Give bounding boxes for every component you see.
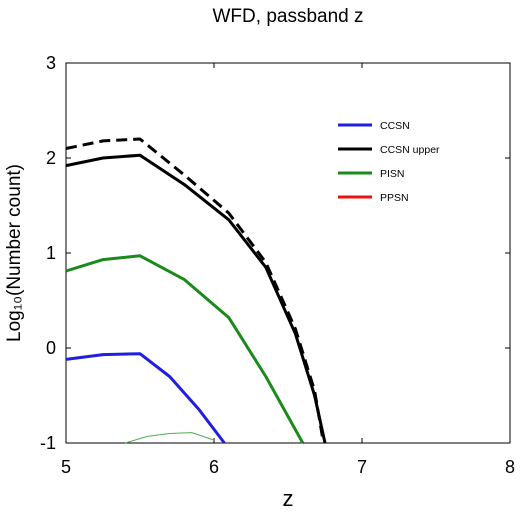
legend-label: CCSN upper [380,144,440,156]
y-tick-label: 0 [46,338,56,358]
legend-label: CCSN [380,120,410,132]
x-axis-label: z [283,486,294,511]
x-tick-label: 6 [209,457,219,477]
series-line-4 [125,432,215,444]
series-line-2 [65,137,325,444]
chart-title: WFD, passband z [213,6,364,27]
y-tick-label: 3 [46,53,56,73]
series-line-3 [65,254,305,444]
series-lines [65,137,327,444]
plot-area-frame [65,62,511,444]
y-tick-label: 2 [46,148,56,168]
y-axis-label: Log₁₀(Number count) [4,164,25,342]
series-line-1 [65,153,327,444]
x-tick-label: 7 [357,457,367,477]
x-tick-label: 5 [61,457,71,477]
y-tick-label: 1 [46,243,56,263]
y-tick-label: -1 [40,433,56,453]
legend-label: PPSN [380,192,409,204]
x-tick-label: 8 [505,457,515,477]
legend-label: PISN [380,168,405,180]
series-line-0 [65,352,226,444]
axis-tick-labels: 5 6 7 8 -1 0 1 2 3 [40,53,515,477]
axis-ticks [65,62,511,444]
legend: CCSN CCSN upper PISN PPSN [338,120,440,204]
